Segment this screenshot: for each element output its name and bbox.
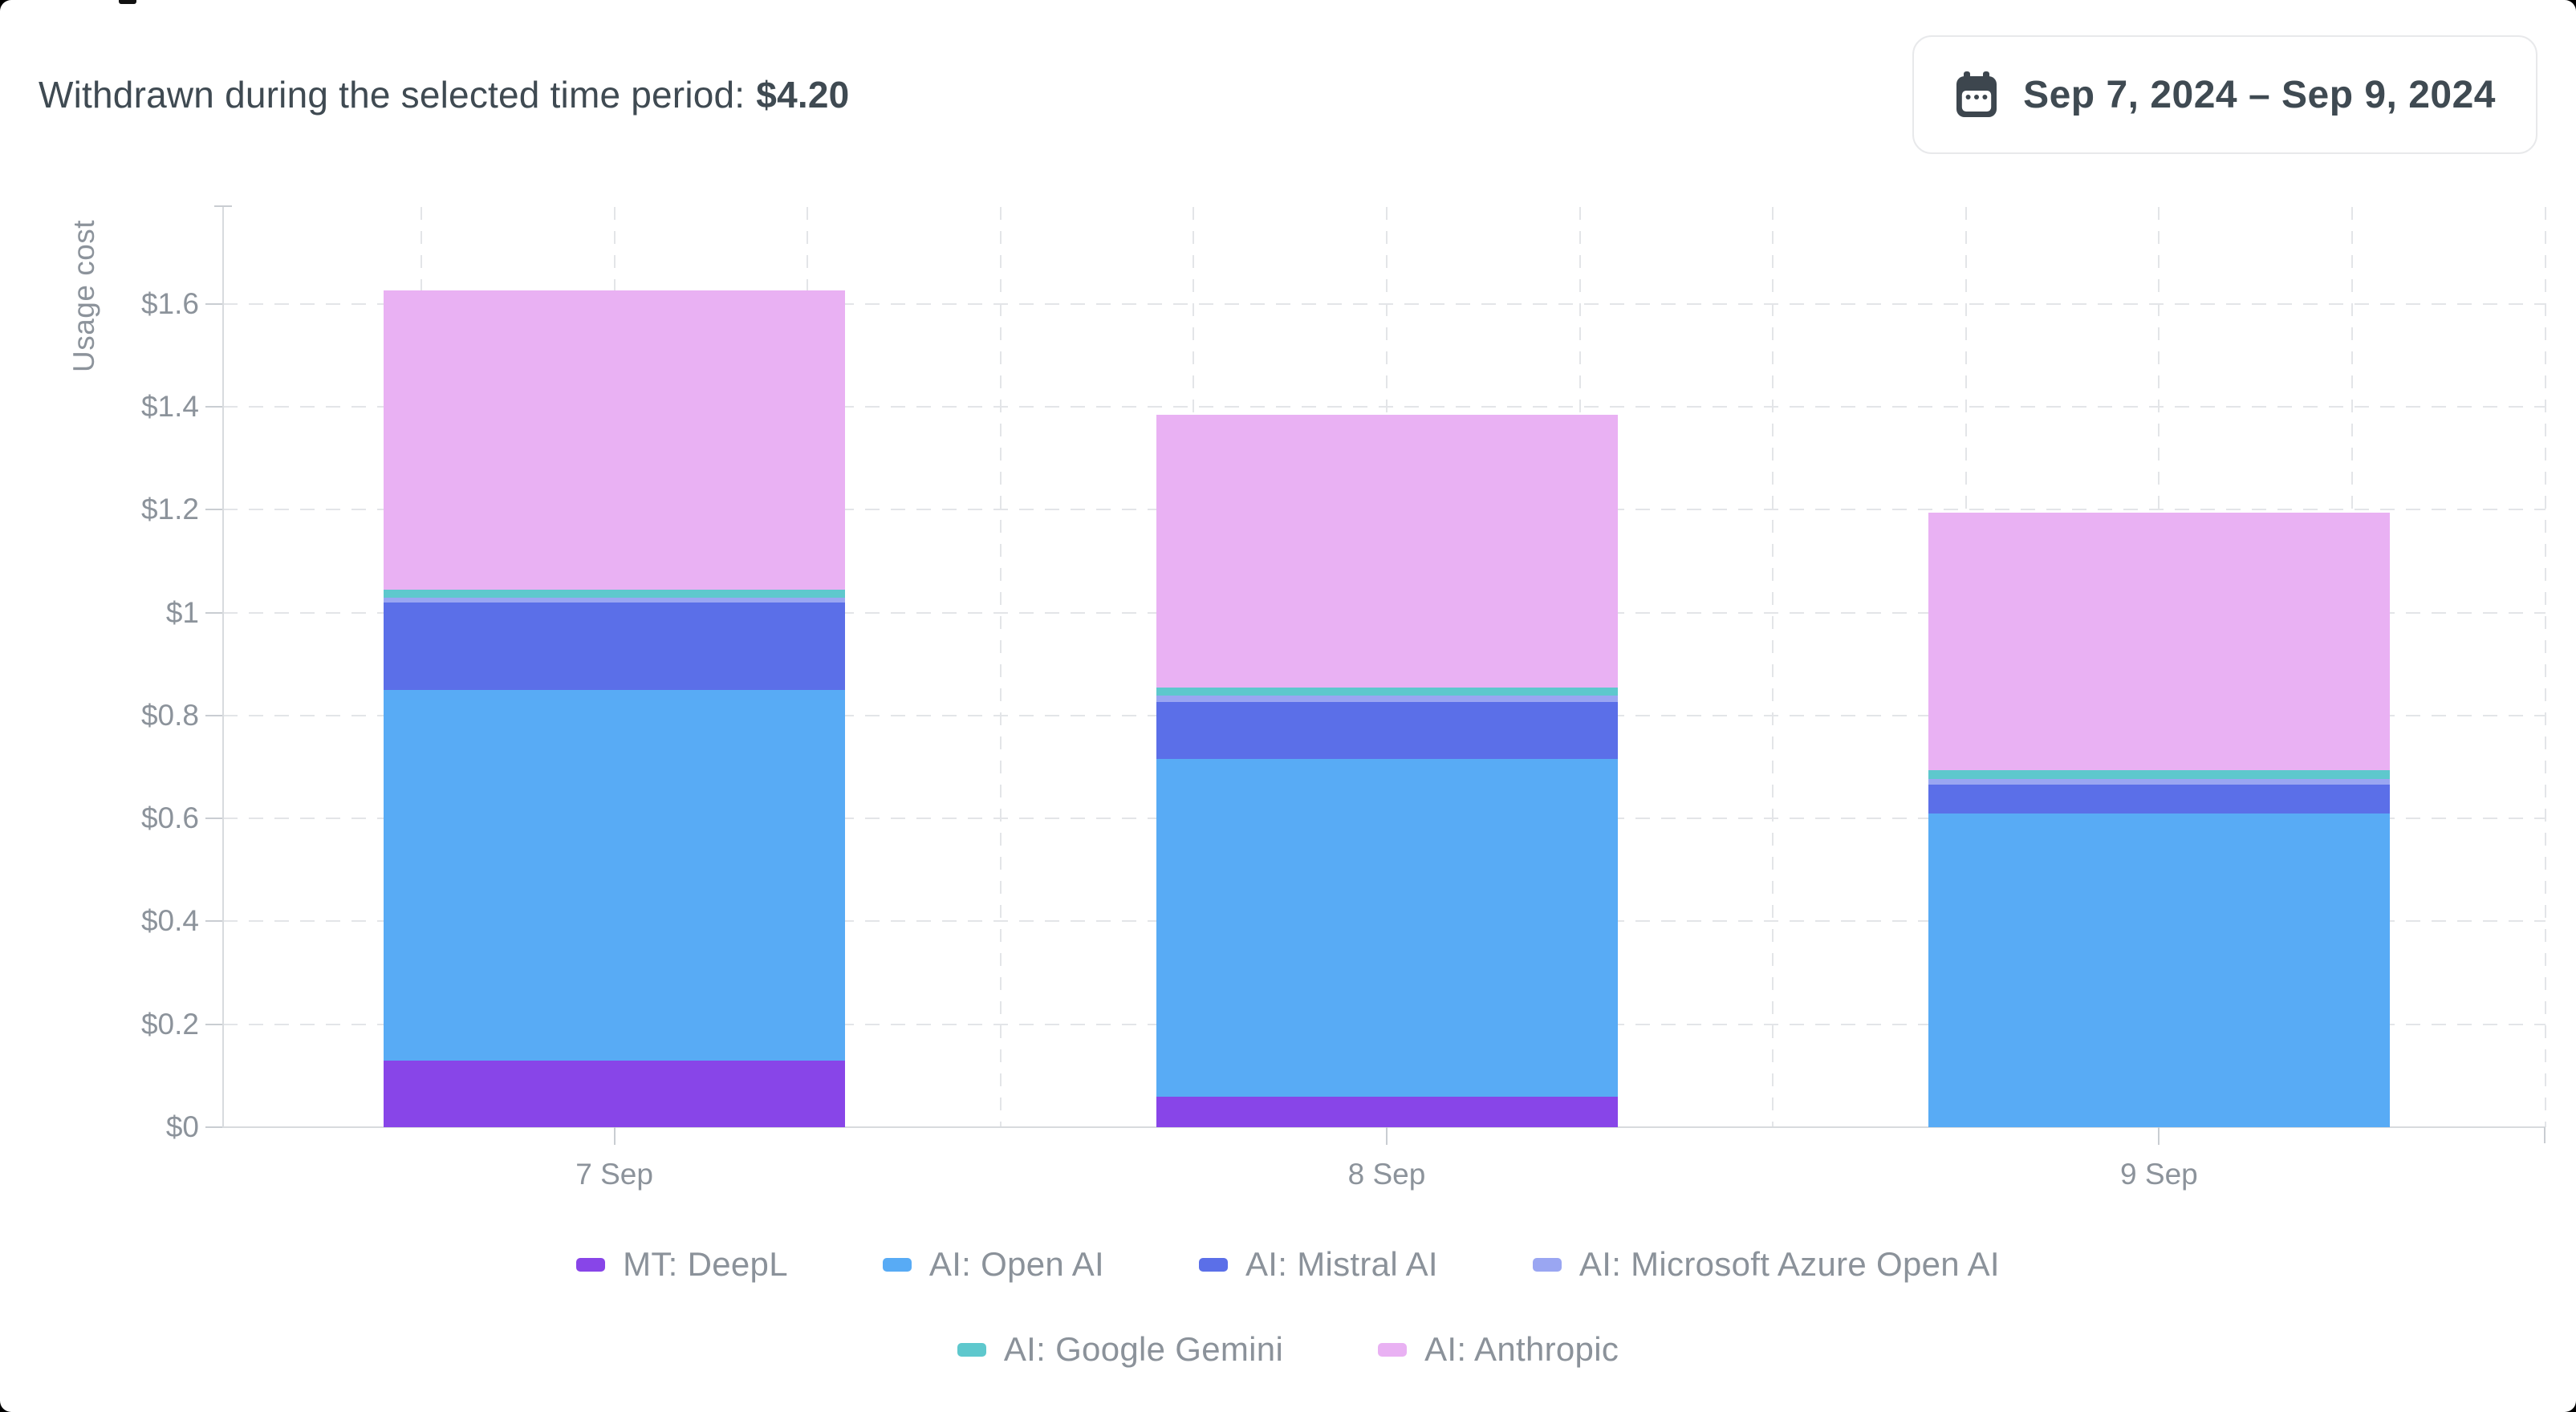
bar-segment-ai-microsoft-azure-open-ai[interactable] [384,597,846,603]
legend-swatch [1378,1342,1408,1357]
x-axis-tick [613,1127,616,1145]
grid-line-vertical [2544,207,2546,1127]
withdrawn-summary: Withdrawn during the selected time perio… [39,73,849,116]
x-axis-tick [2158,1127,2160,1145]
legend-item-ai-microsoft-azure-open-ai[interactable]: AI: Microsoft Azure Open AI [1532,1245,2000,1284]
y-axis-tick-label: $1.6 [140,286,199,320]
bar-segment-ai-microsoft-azure-open-ai[interactable] [1928,778,2390,785]
legend-swatch [957,1342,986,1357]
y-axis-tick [205,302,223,305]
y-axis-tick-label: $1 [165,595,199,629]
legend-label: AI: Anthropic [1424,1330,1619,1368]
bar-7-sep [384,290,846,1127]
legend-label: AI: Open AI [928,1245,1104,1283]
bar-segment-ai-anthropic[interactable] [384,290,846,590]
date-range-button[interactable]: Sep 7, 2024 – Sep 9, 2024 [1912,35,2537,154]
bar-segment-ai-google-gemini[interactable] [1156,687,1618,696]
legend-swatch [576,1257,606,1272]
y-axis-tick [205,920,223,923]
legend-label: AI: Microsoft Azure Open AI [1579,1245,2000,1283]
legend-label: AI: Google Gemini [1003,1330,1284,1368]
y-axis-tick-label: $0.8 [140,698,199,732]
grid-line-horizontal [223,405,2546,408]
bar-segment-ai-mistral-ai[interactable] [1156,701,1618,760]
cropped-element-artifact [119,0,136,4]
chart-legend: MT: DeepL AI: Open AI AI: Mistral AI AI: Mi… [0,1245,2576,1369]
y-axis-tick [205,1023,223,1025]
withdrawn-summary-label: Withdrawn during the selected time perio… [39,74,746,116]
bar-segment-ai-open-ai[interactable] [1156,759,1618,1097]
y-axis-line [222,206,224,1128]
bar-segment-ai-anthropic[interactable] [1156,414,1618,688]
y-axis-tick-label: $1.4 [140,389,199,423]
x-axis-tick-label: 9 Sep [2120,1158,2198,1191]
bar-segment-mt-deepl[interactable] [1156,1096,1618,1127]
x-axis-line [223,1126,2546,1128]
x-axis-tick-label: 8 Sep [1347,1158,1426,1191]
y-axis-tick [205,611,223,614]
bar-segment-ai-mistral-ai[interactable] [384,602,846,690]
y-axis-tick-label: $1.2 [140,493,199,526]
bar-segment-ai-google-gemini[interactable] [384,589,846,598]
x-axis-tick [1386,1127,1388,1145]
calendar-icon [1954,71,1999,118]
withdrawn-amount: $4.20 [756,74,850,116]
grid-line-horizontal [223,302,2546,305]
y-axis-tick-label: $0 [165,1110,199,1143]
y-axis-tick [205,1126,223,1128]
bar-segment-ai-open-ai[interactable] [384,689,846,1061]
legend-swatch [1532,1257,1562,1272]
header: Withdrawn during the selected time perio… [39,30,2537,159]
legend-item-mt-deepl[interactable]: MT: DeepL [576,1245,788,1284]
bar-9-sep [1928,513,2390,1127]
y-axis-tick-label: $0.2 [140,1007,199,1041]
legend-item-ai-open-ai[interactable]: AI: Open AI [882,1245,1104,1284]
legend-row-1: MT: DeepL AI: Open AI AI: Mistral AI AI: Mi… [0,1245,2576,1284]
y-axis-tick [205,714,223,716]
y-axis-top-tick [214,205,232,207]
bar-segment-ai-mistral-ai[interactable] [1928,784,2390,814]
y-axis-title: Usage cost [67,219,100,372]
x-axis-end-tick [2544,1127,2546,1143]
x-axis-tick-label: 7 Sep [575,1158,653,1191]
date-range-text: Sep 7, 2024 – Sep 9, 2024 [2023,73,2496,116]
legend-item-ai-mistral-ai[interactable]: AI: Mistral AI [1198,1245,1438,1284]
bar-segment-ai-anthropic[interactable] [1928,513,2390,770]
legend-item-ai-google-gemini[interactable]: AI: Google Gemini [957,1330,1283,1369]
bar-segment-ai-google-gemini[interactable] [1928,769,2390,779]
bar-segment-ai-open-ai[interactable] [1928,813,2390,1127]
bar-segment-ai-microsoft-azure-open-ai[interactable] [1156,696,1618,702]
legend-item-ai-anthropic[interactable]: AI: Anthropic [1378,1330,1619,1369]
legend-label: AI: Mistral AI [1245,1245,1438,1283]
bar-segment-mt-deepl[interactable] [384,1060,846,1127]
legend-swatch [1198,1257,1228,1272]
y-axis-tick [205,509,223,511]
y-axis-tick-label: $0.4 [140,904,199,938]
grid-line-vertical [999,207,1002,1127]
y-axis-tick-label: $0.6 [140,801,199,835]
grid-line-vertical [1772,207,1774,1127]
legend-row-2: AI: Google Gemini AI: Anthropic [0,1330,2576,1369]
legend-swatch [882,1257,912,1272]
y-axis-tick [205,405,223,408]
legend-label: MT: DeepL [623,1245,788,1283]
y-axis-tick [205,818,223,820]
bar-8-sep [1156,414,1618,1127]
